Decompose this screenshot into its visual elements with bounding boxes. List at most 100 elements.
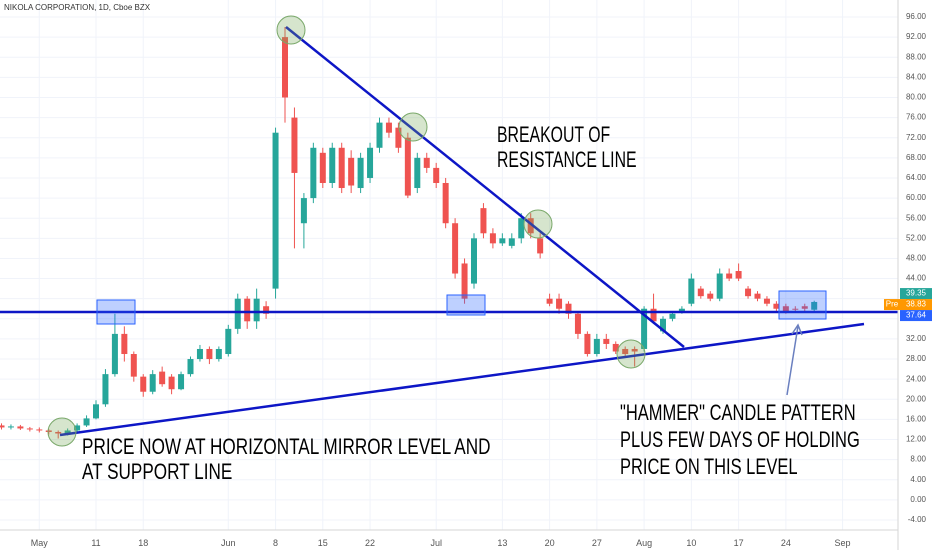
candle-body xyxy=(17,426,24,429)
y-tick-label: 8.00 xyxy=(910,455,926,464)
x-tick-label: Aug xyxy=(636,538,652,548)
candle-body xyxy=(376,122,383,148)
y-tick-label: 84.00 xyxy=(906,72,927,81)
candle-body xyxy=(83,418,90,426)
candle-body xyxy=(111,333,118,375)
price-tag: Pre xyxy=(886,300,899,309)
candle-body xyxy=(593,338,600,355)
y-tick-label: 48.00 xyxy=(906,254,927,263)
highlight-circle xyxy=(276,15,306,45)
candle-body xyxy=(612,343,619,352)
candle-body xyxy=(631,348,638,352)
y-tick-label: 92.00 xyxy=(906,32,927,41)
candles xyxy=(0,27,818,439)
candle-body xyxy=(0,425,5,428)
candle-body xyxy=(253,298,260,322)
candle-body xyxy=(584,333,591,355)
x-tick-label: Sep xyxy=(835,538,851,548)
annotation-text: PRICE ON THIS LEVEL xyxy=(620,455,798,480)
x-tick-label: 17 xyxy=(734,538,744,548)
price-label: 39.35 xyxy=(906,289,927,298)
x-tick-label: 10 xyxy=(686,538,696,548)
x-tick-label: 8 xyxy=(273,538,278,548)
candle-body xyxy=(641,308,648,349)
y-tick-label: 76.00 xyxy=(906,113,927,122)
candle-body xyxy=(726,273,733,279)
y-tick-label: 80.00 xyxy=(906,93,927,102)
candle-body xyxy=(244,298,251,322)
x-tick-label: 18 xyxy=(138,538,148,548)
candle-body xyxy=(603,338,610,344)
y-tick-label: 96.00 xyxy=(906,12,927,21)
grid xyxy=(0,0,898,530)
candle-body xyxy=(140,376,147,392)
y-tick-label: 72.00 xyxy=(906,133,927,142)
y-tick-label: 12.00 xyxy=(906,435,927,444)
price-label: 38.83 xyxy=(906,300,927,309)
candle-body xyxy=(574,313,581,334)
highlight-circle xyxy=(616,339,646,369)
candle-body xyxy=(801,306,808,309)
y-tick-label: 24.00 xyxy=(906,374,927,383)
candle-body xyxy=(518,218,525,239)
y-tick-label: -4.00 xyxy=(908,515,927,524)
price-axis xyxy=(898,0,932,550)
candle-body xyxy=(357,157,364,189)
support-line xyxy=(59,322,865,437)
annotation-text: RESISTANCE LINE xyxy=(497,149,637,173)
candle-body xyxy=(348,157,355,186)
candle-body xyxy=(433,167,440,183)
candle-body xyxy=(716,273,723,299)
y-tick-label: 68.00 xyxy=(906,153,927,162)
candle-body xyxy=(660,318,666,332)
candle-body xyxy=(735,271,742,279)
candle-body xyxy=(546,298,553,304)
highlight-box xyxy=(96,299,136,325)
candle-body xyxy=(7,426,14,428)
x-tick-label: 13 xyxy=(497,538,507,548)
candle-body xyxy=(74,425,81,431)
x-tick-label: 20 xyxy=(545,538,555,548)
candle-body xyxy=(508,238,515,246)
candle-body xyxy=(55,431,62,434)
candle-body xyxy=(234,298,241,329)
candle-body xyxy=(149,374,156,392)
candle-body xyxy=(168,376,175,390)
candle-body xyxy=(537,238,544,254)
candle-body xyxy=(272,132,279,289)
highlight-box xyxy=(446,294,486,316)
y-tick-label: 52.00 xyxy=(906,233,927,242)
candle-body xyxy=(310,147,317,199)
y-tick-label: 28.00 xyxy=(906,354,927,363)
drawings xyxy=(0,15,898,447)
candle-body xyxy=(754,293,761,299)
price-tag-box xyxy=(884,299,900,311)
candle-body xyxy=(367,147,374,178)
candle-body xyxy=(527,218,534,234)
chart-title: NIKOLA CORPORATION, 1D, Cboe BZX xyxy=(4,3,151,12)
candle-body xyxy=(45,430,52,432)
candle-body xyxy=(206,348,213,360)
y-tick-label: 56.00 xyxy=(906,213,927,222)
candle-body xyxy=(93,404,99,419)
resistance-line xyxy=(285,26,685,348)
candle-body xyxy=(678,308,685,312)
highlight-circle xyxy=(523,209,553,239)
price-label-box xyxy=(900,288,932,300)
annotation-text: AT SUPPORT LINE xyxy=(82,460,232,485)
arrow-head xyxy=(791,323,803,336)
candle-body xyxy=(622,348,629,355)
candle-body xyxy=(414,157,421,189)
candle-body xyxy=(461,263,468,299)
candle-body xyxy=(187,359,194,375)
candle-body xyxy=(565,303,572,314)
candle-body xyxy=(442,182,449,224)
arrow xyxy=(786,325,799,396)
candle-body xyxy=(319,152,326,183)
candle-body xyxy=(64,430,71,434)
candle-body xyxy=(499,238,506,244)
highlight-circle xyxy=(398,112,428,142)
candle-body xyxy=(452,223,459,274)
